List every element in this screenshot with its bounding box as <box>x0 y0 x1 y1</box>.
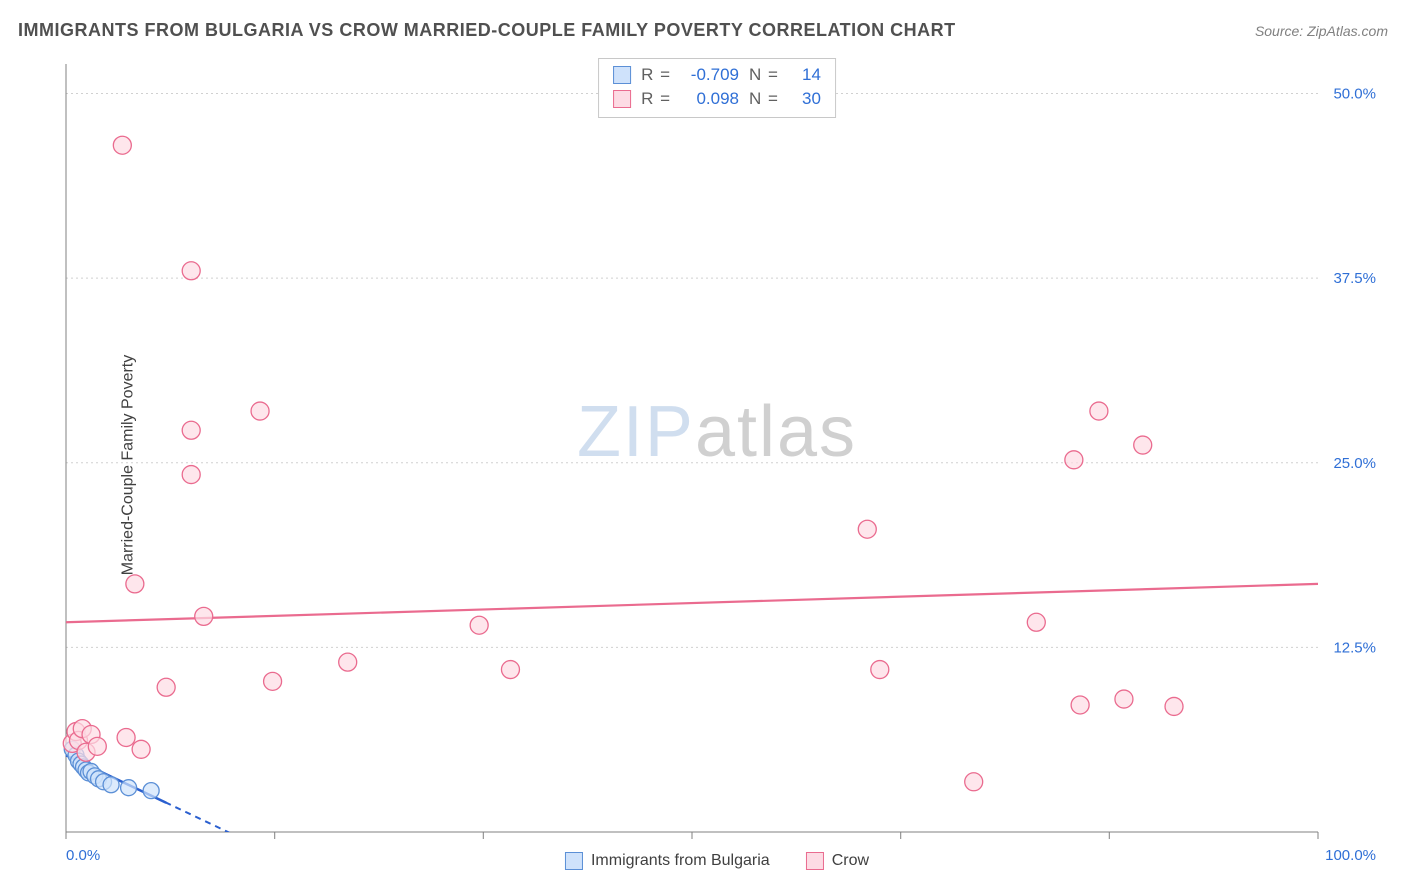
x-tick-label: 0.0% <box>66 847 100 864</box>
data-point-crow <box>1065 451 1083 469</box>
data-point-crow <box>470 616 488 634</box>
legend-row-crow: R = 0.098 N = 30 <box>613 87 821 111</box>
legend-r-value: -0.709 <box>681 65 739 85</box>
chart-title: IMMIGRANTS FROM BULGARIA VS CROW MARRIED… <box>18 20 956 41</box>
data-point-bulgaria <box>143 783 159 799</box>
legend-r-label: R = <box>641 65 671 85</box>
legend-series: Immigrants from Bulgaria Crow <box>553 848 881 874</box>
data-point-crow <box>113 136 131 154</box>
legend-swatch <box>806 852 824 870</box>
legend-item-bulgaria: Immigrants from Bulgaria <box>565 852 770 870</box>
legend-label: Immigrants from Bulgaria <box>591 852 770 870</box>
legend-n-label: N = <box>749 89 779 109</box>
data-point-crow <box>1134 436 1152 454</box>
data-point-crow <box>264 672 282 690</box>
legend-swatch <box>565 852 583 870</box>
data-point-crow <box>1115 690 1133 708</box>
plot-area: Married-Couple Family Poverty ZIPatlas 1… <box>46 58 1388 872</box>
data-point-bulgaria <box>103 777 119 793</box>
legend-row-bulgaria: R = -0.709 N = 14 <box>613 63 821 87</box>
y-axis-label: Married-Couple Family Poverty <box>119 355 137 576</box>
data-point-crow <box>339 653 357 671</box>
legend-swatch <box>613 90 631 108</box>
legend-item-crow: Crow <box>806 852 869 870</box>
legend-correlation-box: R = -0.709 N = 14 R = 0.098 N = 30 <box>598 58 836 118</box>
legend-n-value: 14 <box>789 65 821 85</box>
data-point-bulgaria <box>121 780 137 796</box>
data-point-crow <box>182 421 200 439</box>
data-point-crow <box>858 520 876 538</box>
data-point-crow <box>157 678 175 696</box>
data-point-crow <box>871 661 889 679</box>
legend-r-value: 0.098 <box>681 89 739 109</box>
data-point-crow <box>195 607 213 625</box>
data-point-crow <box>965 773 983 791</box>
data-point-crow <box>1071 696 1089 714</box>
x-tick-label: 100.0% <box>1325 847 1376 864</box>
data-point-crow <box>1027 613 1045 631</box>
data-point-crow <box>501 661 519 679</box>
legend-n-value: 30 <box>789 89 821 109</box>
legend-n-label: N = <box>749 65 779 85</box>
y-tick-label: 37.5% <box>1333 270 1376 287</box>
chart-svg: 12.5% 25.0% 37.5% 50.0% 0.0% 100.0% <box>46 58 1388 872</box>
data-point-crow <box>88 737 106 755</box>
y-tick-label: 12.5% <box>1333 639 1376 656</box>
data-point-crow <box>126 575 144 593</box>
data-point-crow <box>1090 402 1108 420</box>
trend-line-crow <box>66 584 1318 622</box>
legend-label: Crow <box>832 852 869 870</box>
data-point-crow <box>1165 697 1183 715</box>
data-point-crow <box>182 466 200 484</box>
y-tick-label: 50.0% <box>1333 86 1376 103</box>
y-tick-label: 25.0% <box>1333 455 1376 472</box>
source-label: Source: ZipAtlas.com <box>1255 23 1388 39</box>
legend-swatch <box>613 66 631 84</box>
data-point-crow <box>182 262 200 280</box>
legend-r-label: R = <box>641 89 671 109</box>
data-point-crow <box>117 728 135 746</box>
data-point-crow <box>132 740 150 758</box>
data-point-crow <box>251 402 269 420</box>
chart-header: IMMIGRANTS FROM BULGARIA VS CROW MARRIED… <box>18 20 1388 41</box>
